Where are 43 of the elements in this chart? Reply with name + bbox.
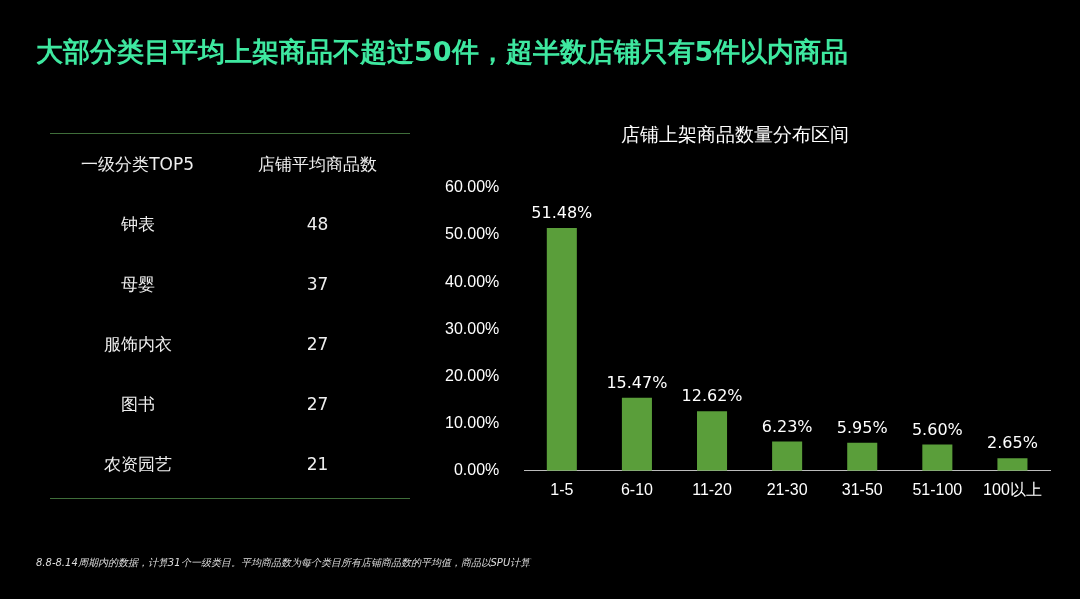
y-tick-label: 40.00% — [445, 272, 500, 290]
data-label: 5.95% — [836, 417, 888, 437]
data-label: 21 — [305, 453, 330, 476]
data-label: 27 — [305, 393, 330, 416]
category-label: 农资园艺 — [102, 452, 173, 476]
data-label: 5.60% — [911, 419, 963, 439]
category-label: 图书 — [119, 392, 156, 416]
y-tick-label: 50.00% — [445, 225, 500, 243]
text: 8.8-8.14周期内的数据，计算31个一级类目。平均商品数为每个类目所有店铺商品数的平均值，商品以SPU计算 — [36, 556, 531, 570]
chart-title: 店铺上架商品数量分布区间 — [621, 123, 849, 146]
y-tick-label: 30.00% — [445, 319, 500, 337]
bar — [546, 227, 577, 471]
category-label: 钟表 — [119, 212, 156, 236]
bar — [847, 442, 878, 471]
x-tick-label: 31-50 — [841, 480, 883, 498]
bar — [697, 411, 728, 471]
y-tick-label: 60.00% — [445, 178, 500, 196]
data-label: 27 — [305, 333, 330, 356]
data-label: 48 — [305, 213, 330, 236]
data-label: 2.65% — [987, 433, 1038, 453]
data-label: 51.48% — [531, 203, 593, 223]
y-tick-label: 0.00% — [453, 461, 500, 479]
data-label: 12.62% — [681, 386, 743, 406]
x-tick-label: 21-30 — [766, 480, 808, 498]
x-tick-label: 100以上 — [983, 480, 1042, 498]
category-label: 母婴 — [119, 272, 156, 296]
x-tick-label: 6-10 — [620, 480, 654, 498]
data-label: 6.23% — [761, 416, 813, 436]
bar — [922, 444, 953, 471]
y-tick-label: 20.00% — [445, 366, 500, 384]
text: 一级分类TOP5 — [80, 152, 196, 176]
x-tick-label: 51-100 — [912, 480, 963, 498]
data-label: 37 — [305, 273, 330, 296]
category-label: 服饰内衣 — [102, 332, 173, 356]
text: 店铺平均商品数 — [257, 152, 379, 176]
y-tick-label: 10.00% — [445, 414, 500, 432]
data-label: 15.47% — [606, 372, 668, 392]
x-tick-label: 11-20 — [692, 480, 732, 498]
text: 大部分类目平均上架商品不超过50件，超半数店铺只有5件以内商品 — [36, 35, 849, 69]
bar — [997, 458, 1028, 471]
bar — [621, 397, 652, 471]
x-tick-label: 1-5 — [550, 480, 574, 498]
bar — [772, 441, 803, 471]
